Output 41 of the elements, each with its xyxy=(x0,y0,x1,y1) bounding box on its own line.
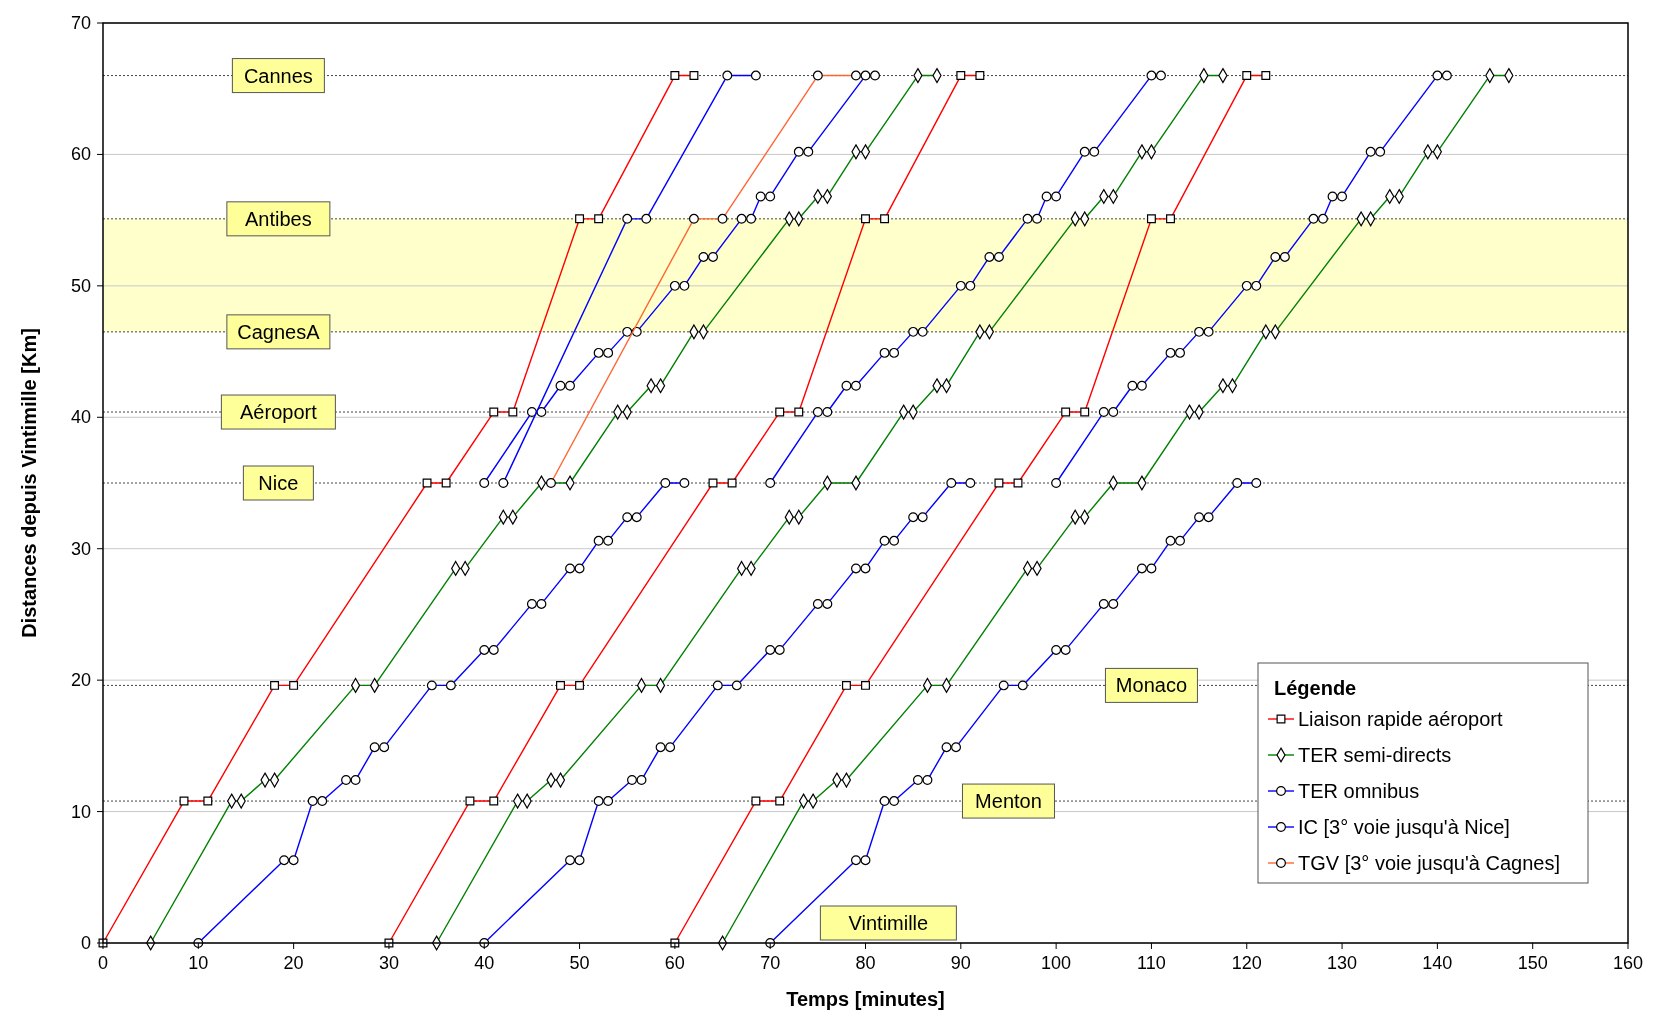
annotation: Cannes xyxy=(243,64,313,87)
y-tick-label: 30 xyxy=(70,538,91,559)
x-tick-label: 40 xyxy=(474,953,495,973)
y-tick-label: 40 xyxy=(70,407,91,428)
x-tick-label: 80 xyxy=(855,953,876,973)
x-tick-label: 60 xyxy=(664,953,685,973)
legend-label: TER omnibus xyxy=(1298,780,1420,802)
annotation: Monaco xyxy=(1115,674,1188,697)
annotation: Menton xyxy=(975,790,1042,813)
x-tick-label: 90 xyxy=(950,953,971,973)
annotation: Antibes xyxy=(245,207,312,230)
x-tick-label: 100 xyxy=(1041,953,1072,973)
legend-label: TGV [3° voie jusqu'à Cagnes] xyxy=(1298,852,1560,874)
y-tick-label: 60 xyxy=(70,144,91,165)
legend-label: TER semi-directs xyxy=(1298,744,1452,766)
x-tick-label: 150 xyxy=(1517,953,1548,973)
y-tick-label: 70 xyxy=(70,13,91,33)
x-tick-label: 120 xyxy=(1231,953,1262,973)
y-tick-label: 10 xyxy=(70,801,91,822)
x-tick-label: 50 xyxy=(569,953,590,973)
x-tick-label: 10 xyxy=(188,953,209,973)
annotation: Aéroport xyxy=(240,401,318,424)
legend-title: Légende xyxy=(1274,677,1357,699)
x-tick-label: 70 xyxy=(760,953,781,973)
annotation: CagnesA xyxy=(237,320,321,343)
x-tick-label: 110 xyxy=(1137,953,1166,973)
annotation: Nice xyxy=(258,472,299,494)
x-tick-label: 0 xyxy=(97,953,109,973)
legend-label: Liaison rapide aéroport xyxy=(1298,708,1504,730)
legend-label: IC [3° voie jusqu'à Nice] xyxy=(1298,816,1510,838)
x-tick-label: 160 xyxy=(1612,953,1644,973)
annotation: Vintimille xyxy=(848,912,929,934)
x-tick-label: 130 xyxy=(1327,953,1358,973)
x-tick-label: 140 xyxy=(1422,953,1453,973)
y-tick-label: 20 xyxy=(70,670,91,691)
x-axis-title: Temps [minutes] xyxy=(786,988,945,1010)
x-tick-label: 30 xyxy=(378,953,399,973)
y-tick-label: 0 xyxy=(80,933,91,953)
x-tick-label: 20 xyxy=(283,953,304,973)
y-tick-label: 50 xyxy=(70,275,91,296)
y-axis-title: Distances depuis Vintimille [Km] xyxy=(18,328,40,638)
